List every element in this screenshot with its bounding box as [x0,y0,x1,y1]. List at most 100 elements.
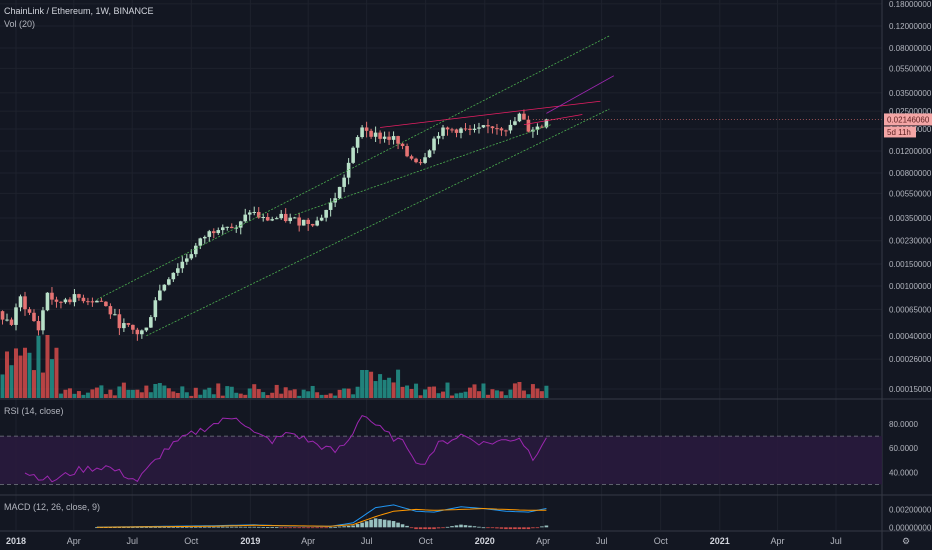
candle [81,294,86,304]
volume-bar [521,390,526,398]
macd-histogram-bar [261,526,266,528]
settings-gear-icon[interactable]: ⚙ [902,536,910,546]
candle-body [535,126,540,130]
volume-legend[interactable]: Vol (20) [4,19,36,29]
volume-bar [512,383,517,398]
candle [490,126,495,134]
volume-bar [135,389,140,398]
time-tick-label: 2019 [240,536,260,546]
candle-body [499,128,504,131]
purple-ray-line[interactable] [546,75,615,114]
volume-bar [49,359,54,398]
candle-body [337,186,342,199]
volume-bar [423,389,428,398]
macd-histogram-bar [162,526,167,528]
candle [265,213,270,222]
volume-bar [216,383,221,398]
candle-body [504,130,508,132]
macd-histogram-bar [463,525,468,528]
candle-body [99,300,104,302]
wedge-upper-line[interactable] [380,100,601,128]
candle-body [378,132,382,139]
price-tick-label: 0.00350000 [889,214,932,223]
time-tick-label: 2020 [475,536,495,546]
volume-bar [324,394,329,398]
channel-upper-line[interactable] [96,35,610,300]
candle-body [477,127,481,129]
macd-histogram-bar [468,525,472,528]
candle [310,223,315,228]
candle-body [490,126,495,129]
macd-histogram-bar [180,526,185,528]
candle-body [261,217,266,219]
macd-histogram-bar [122,527,126,528]
volume-bar [252,384,257,398]
price-axis[interactable]: 0.18000000 0.12000000 0.08000000 0.05500000… [889,0,932,394]
candle-body [180,261,185,269]
macd-histogram-bar [540,526,544,528]
candle [158,284,162,301]
macd-legend[interactable]: MACD (12, 26, close, 9) [4,502,101,512]
candle [499,127,504,136]
candle [315,216,319,227]
volume-bar [306,391,311,398]
macd-histogram-bar [234,526,239,528]
macd-histogram-bar [207,526,212,528]
time-axis[interactable]: 2018 Apr Jul Oct 2019 Apr Jul Oct 2020 Apr Jul Oct 2… [6,536,842,546]
macd-histogram-bar [193,526,198,528]
volume-bar [310,385,315,398]
macd-histogram-bar [153,527,158,528]
macd-histogram-bar [243,526,248,528]
candle [355,135,360,154]
macd-histogram-bar [351,525,355,528]
candle-body [373,132,378,137]
candle [418,159,423,166]
candle [77,293,81,301]
candle-body [526,119,531,132]
candle-body [297,217,301,226]
volume-bar [40,372,45,398]
macd-histogram-bar [526,527,531,530]
volume-bar [54,347,59,398]
candle [162,284,167,292]
macd-pane [95,504,549,530]
macd-histogram-bar [414,527,418,530]
time-tick-label: Jul [361,536,373,546]
volume-bar [18,355,23,398]
channel-mid-line[interactable] [294,124,552,216]
volume-bar [180,386,185,398]
candle [59,301,63,309]
symbol-legend[interactable]: ChainLink / Ethereum, 1W, BINANCE [4,6,154,16]
candle [176,263,180,276]
candle [18,294,23,312]
candle [54,296,59,308]
candle [346,158,351,185]
volume-bar [270,392,275,398]
volume-bar [476,391,481,398]
candle [198,237,203,250]
candle-body [18,296,23,308]
candle [387,131,391,145]
price-tick-label: 0.00100000 [889,282,932,291]
rsi-legend[interactable]: RSI (14, close) [4,406,64,416]
macd-histogram-bar [517,527,522,530]
volume-bar [396,369,401,398]
volume-bar [14,348,18,398]
candle-body [122,323,126,329]
wedge-lower-line[interactable] [523,114,583,126]
candle-body [270,219,275,221]
candle-body [32,312,36,322]
macd-histogram-bar [301,527,306,529]
volume-bar [45,334,50,398]
candle-body [23,296,27,310]
macd-histogram-bar [216,526,221,528]
macd-histogram-bar [337,526,342,528]
candle [400,142,405,150]
channel-lower-line[interactable] [146,108,610,337]
candle [504,129,508,137]
candle-body [211,231,216,234]
macd-tick-label: 0.00000000 [889,523,932,532]
volume-bar [405,385,410,398]
volume-bar [211,394,216,398]
